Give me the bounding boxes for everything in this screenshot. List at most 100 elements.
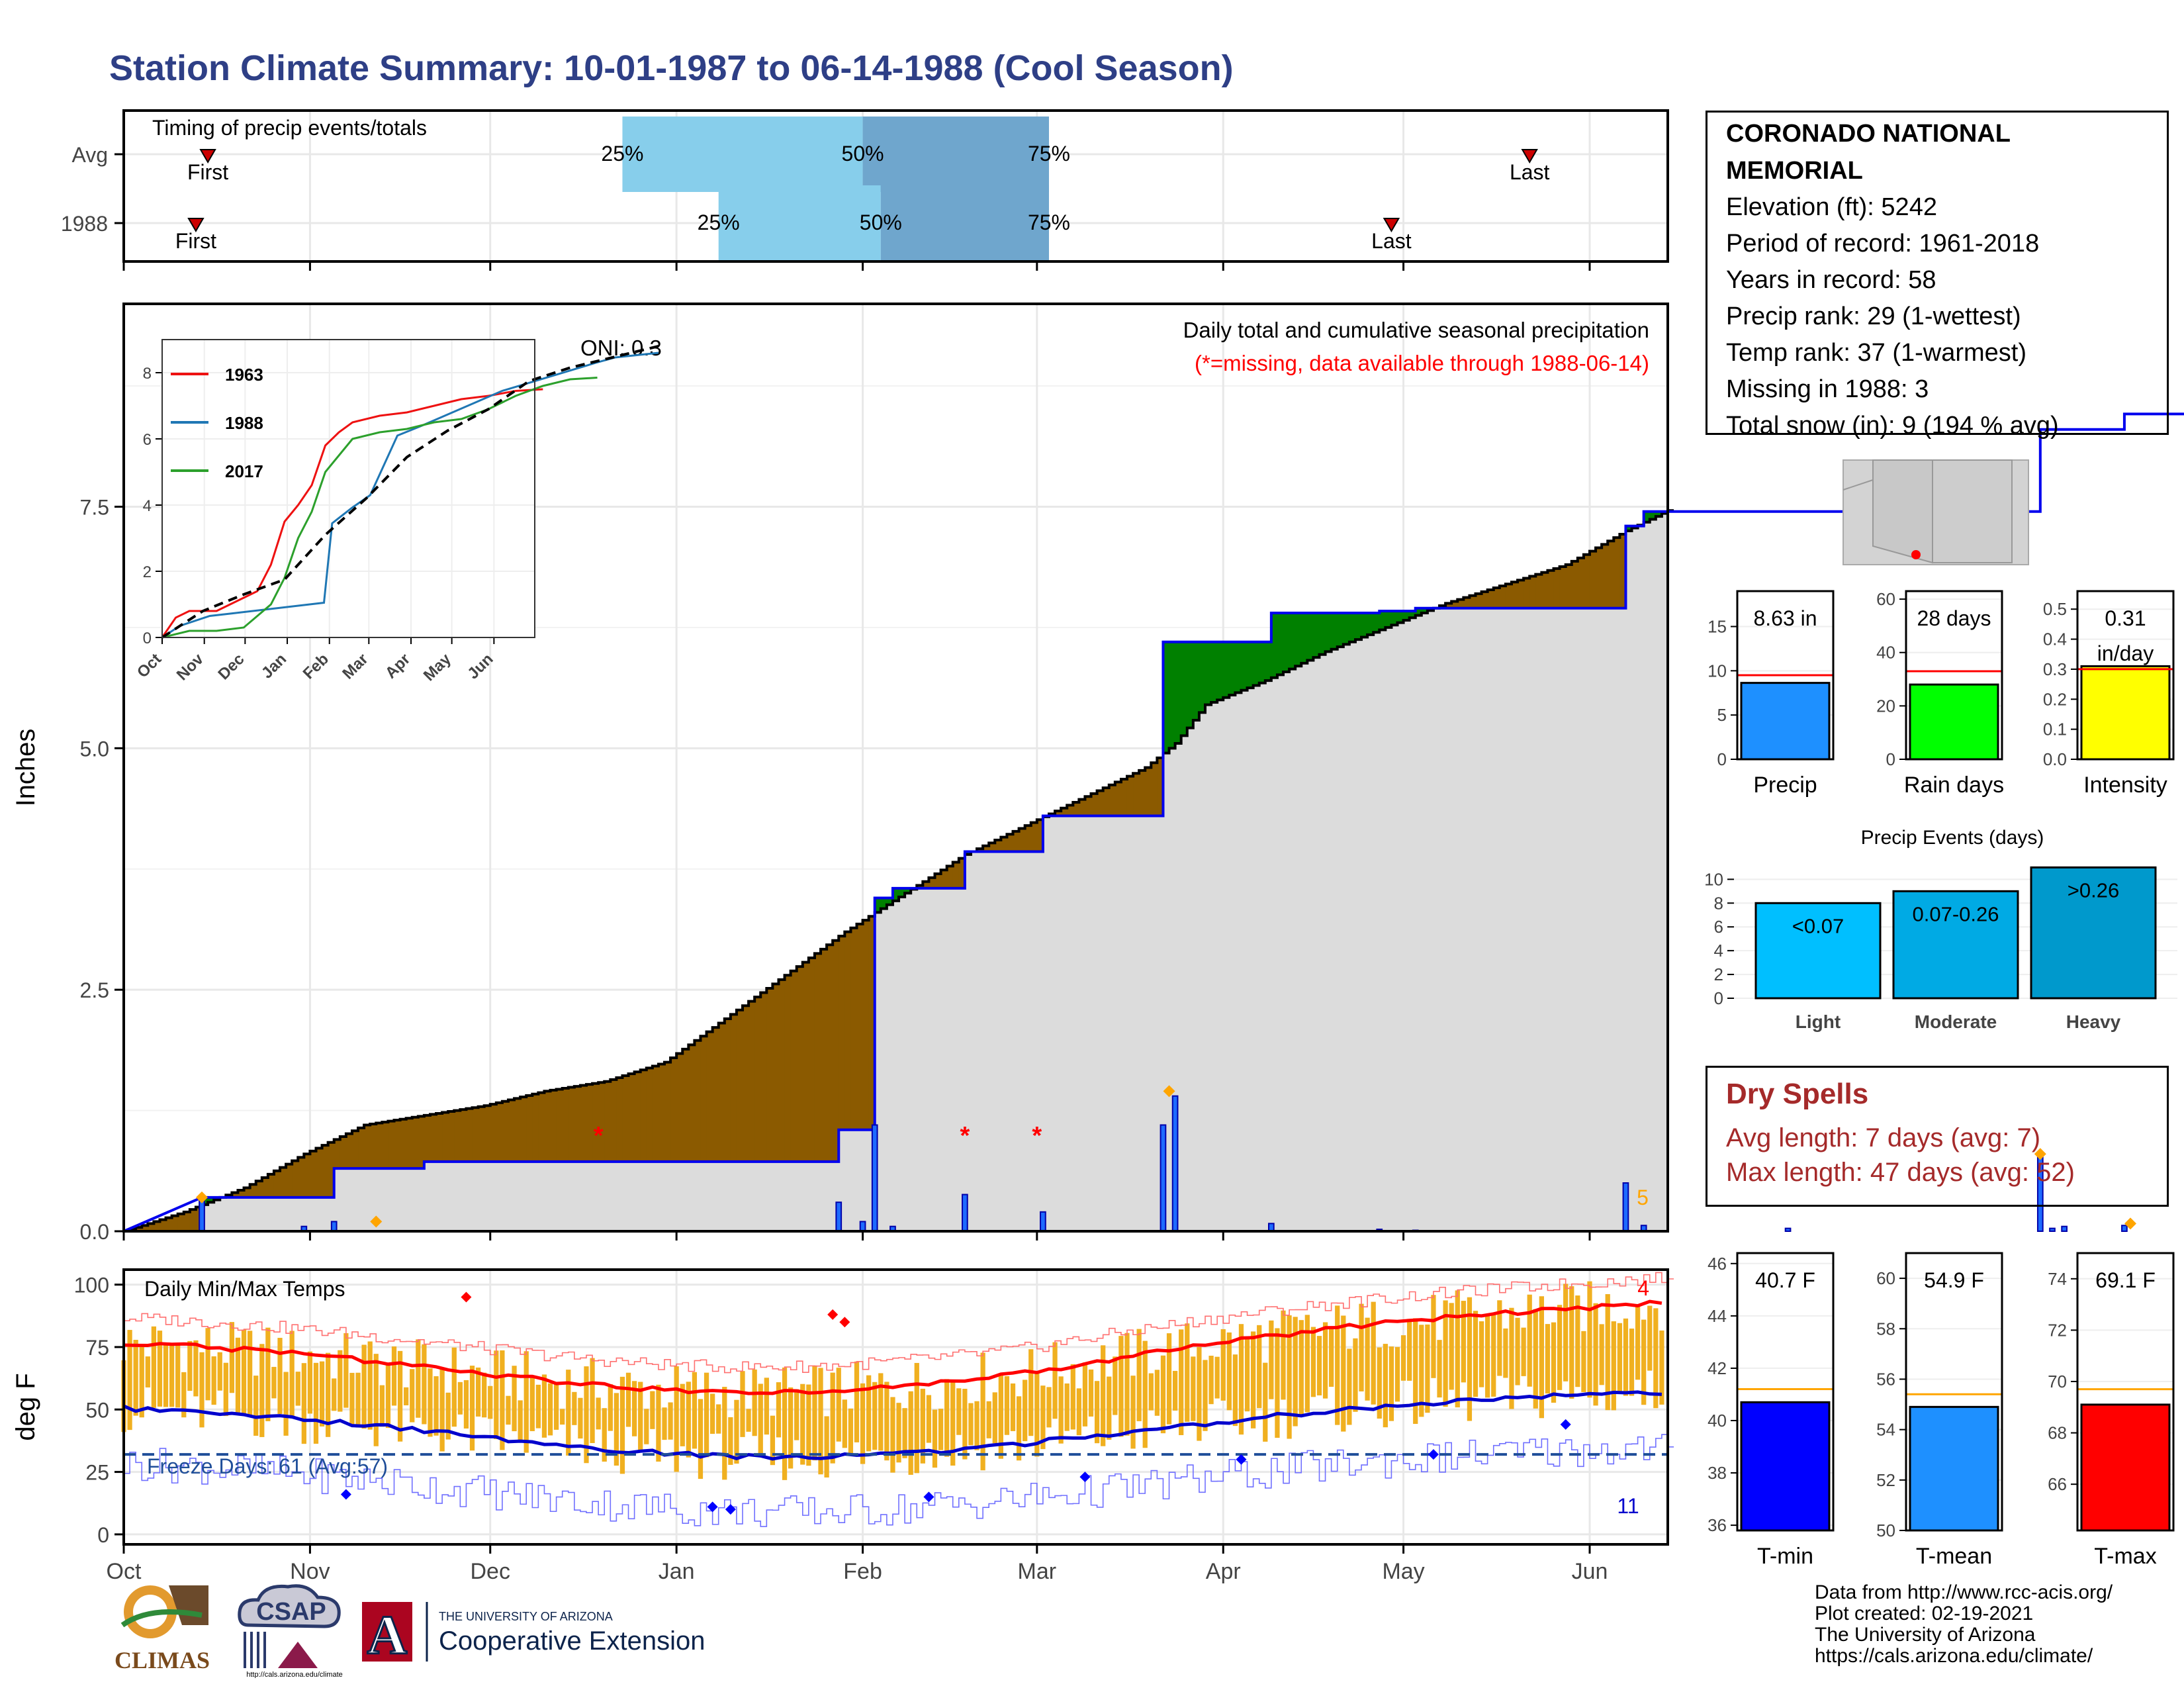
precip-deficit-band [298, 1157, 304, 1197]
precip-deficit-band [592, 1083, 599, 1162]
temps-daily-bar [986, 1401, 991, 1438]
csap-logo-text: CSAP [256, 1598, 326, 1626]
precip-deficit-band [1151, 763, 1158, 816]
station-snow: Total snow (in): 9 (194 % avg) [1726, 412, 2059, 440]
timing-last-marker [1383, 218, 1400, 232]
temps-daily-bar [475, 1367, 481, 1417]
precip-deficit-band [340, 1136, 347, 1169]
temps-daily-bar [1004, 1376, 1010, 1435]
temps-daily-bar [974, 1401, 979, 1450]
precip-deficit-band [1481, 591, 1488, 608]
temps-daily-bar [1611, 1321, 1616, 1411]
temps-xtick-label: Nov [290, 1559, 330, 1584]
precip-deficit-band [1001, 837, 1008, 852]
tmean-ytick-label: 60 [1876, 1268, 1895, 1288]
temps-daily-bar [788, 1387, 794, 1469]
precip-deficit-band [490, 1104, 497, 1162]
precip-deficit-band [760, 992, 767, 1162]
ua-logo-top: THE UNIVERSITY OF ARIZONA [439, 1610, 613, 1623]
precip-deficit-band [165, 1217, 173, 1231]
temps-daily-bar [1094, 1381, 1100, 1444]
events-category-label: Light [1796, 1011, 1841, 1032]
temps-daily-bar [523, 1351, 529, 1453]
temps-xtick-label: May [1382, 1559, 1424, 1584]
temps-daily-bar [625, 1372, 631, 1427]
temps-daily-bar [950, 1380, 956, 1466]
precip-deficit-band [1073, 802, 1079, 816]
precip-deficit-band [688, 1045, 695, 1162]
temps-daily-bar [229, 1322, 235, 1393]
temps-daily-bar [271, 1366, 277, 1399]
precip-deficit-band [1133, 773, 1140, 816]
temps-daily-bar [1587, 1281, 1592, 1398]
precip-surplus-band [886, 898, 893, 905]
precip-deficit-band [1499, 586, 1506, 608]
precip-surplus-band [1199, 641, 1206, 713]
tmean-value-label: 54.9 F [1924, 1268, 1984, 1292]
temps-daily-bar [1425, 1324, 1430, 1413]
temps-xtick-label: Oct [107, 1559, 142, 1584]
temps-daily-bar [482, 1372, 487, 1418]
temps-daily-bar [253, 1376, 259, 1436]
inset-ytick-label: 6 [143, 431, 152, 449]
precip-surplus-band [1247, 641, 1254, 688]
precip-deficit-band [496, 1102, 503, 1162]
precip-surplus-band [1235, 641, 1242, 693]
temps-daily-bar [1052, 1342, 1058, 1419]
precip-deficit-band [983, 845, 989, 852]
temps-daily-bar [1455, 1290, 1460, 1408]
precip-deficit-band [694, 1040, 702, 1162]
precip-station-line [123, 412, 2184, 1233]
temps-daily-bar [1244, 1338, 1250, 1412]
precip-deficit-band [1007, 834, 1014, 852]
temps-daily-bar [1551, 1322, 1557, 1403]
temps-daily-bar [553, 1383, 559, 1430]
precip-surplus-band [1205, 641, 1212, 705]
temps-daily-bar [1298, 1320, 1304, 1416]
timing-label-75: 75% [1028, 142, 1070, 165]
temps-daily-bar [295, 1372, 300, 1406]
temps-daily-bar [980, 1352, 985, 1471]
temps-daily-bar [361, 1344, 367, 1429]
precip-deficit-band [454, 1110, 461, 1162]
precip-deficit-band [790, 970, 797, 1162]
events-ytick-label: 0 [1714, 988, 1723, 1008]
temps-daily-bar [680, 1383, 685, 1446]
precip-deficit-band [1120, 779, 1128, 816]
precip-daily-bar [1784, 1227, 1792, 1232]
temps-daily-bar [175, 1344, 181, 1408]
precip-deficit-band [646, 1068, 653, 1162]
location-map [1843, 459, 2029, 565]
temps-daily-bar [223, 1362, 228, 1417]
temps-daily-bar [169, 1344, 175, 1407]
temps-daily-bar [1593, 1303, 1598, 1406]
rain-days-frame [1905, 590, 2003, 761]
temps-daily-bar [1491, 1315, 1496, 1397]
events-title: Precip Events (days) [1861, 827, 2044, 849]
precip-total-ytick-label: 0 [1717, 749, 1727, 769]
temps-daily-bar [764, 1378, 769, 1435]
precip-surplus-band [1253, 641, 1260, 686]
precip-deficit-band [568, 1087, 575, 1162]
temps-daily-bar [1394, 1346, 1400, 1402]
precip-deficit-band [171, 1215, 179, 1231]
precip-surplus-band [874, 898, 882, 913]
tmax-ytick-label: 66 [2048, 1474, 2067, 1494]
precip-deficit-band [917, 885, 923, 888]
temps-daily-bar [896, 1403, 901, 1463]
precip-deficit-band [586, 1084, 593, 1162]
precip-surplus-band [1325, 613, 1332, 652]
temps-daily-bar [818, 1368, 823, 1475]
precip-surplus-band [1313, 613, 1320, 658]
precip-deficit-band [430, 1114, 437, 1162]
temps-daily-bar [1172, 1370, 1178, 1411]
temps-daily-bar [319, 1361, 325, 1427]
precip-ytick-label: 0.0 [80, 1220, 109, 1244]
temps-daily-bar [397, 1350, 403, 1442]
tmean-category-label: T-mean [1916, 1544, 1992, 1569]
precip-daily-bar [1040, 1211, 1046, 1232]
temps-daily-bar [301, 1363, 306, 1444]
precip-surplus-band [1241, 641, 1248, 690]
temps-daily-bar [205, 1328, 210, 1401]
temps-xtick-label: Feb [843, 1559, 882, 1584]
